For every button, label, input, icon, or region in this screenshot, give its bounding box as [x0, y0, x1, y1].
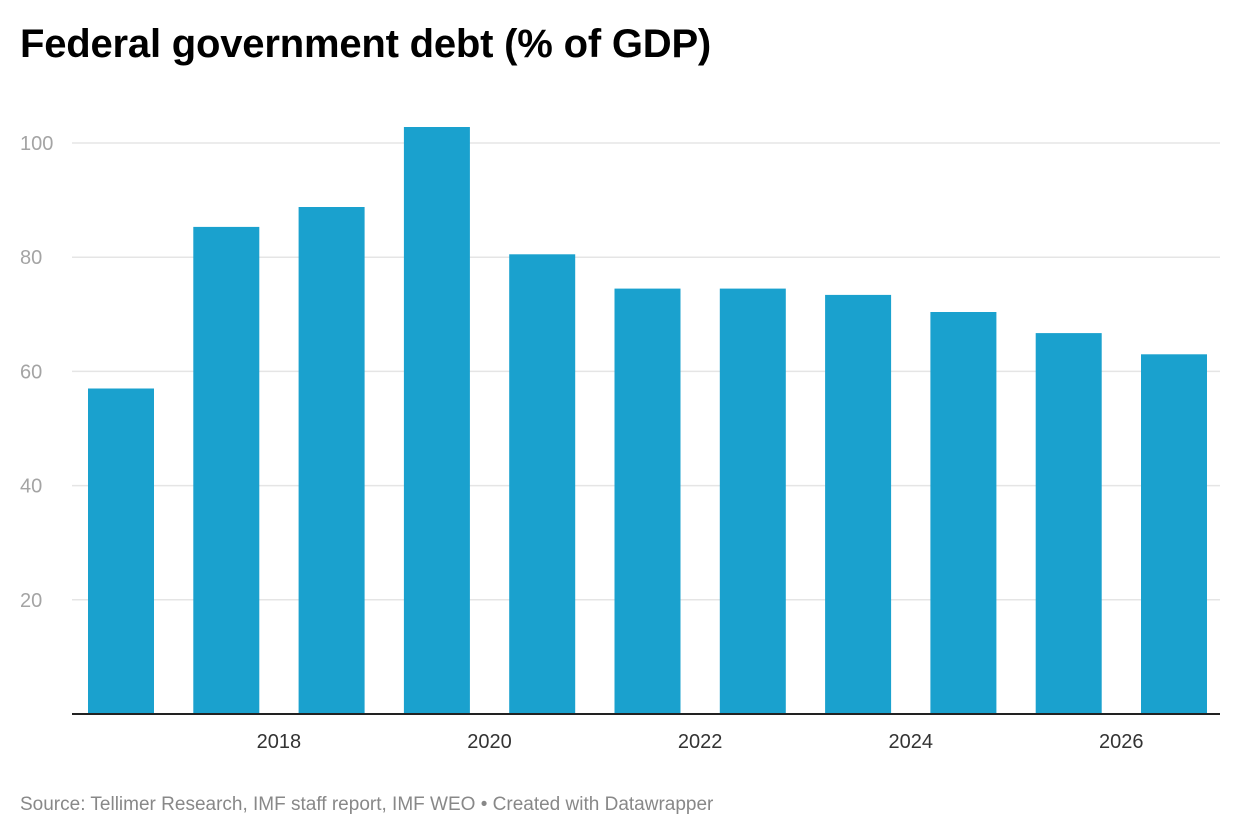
- y-tick-label: 60: [20, 361, 42, 383]
- bar-2023: [719, 288, 786, 714]
- bar-2020: [403, 127, 470, 714]
- x-tick-label: 2018: [257, 731, 302, 753]
- chart-footer: Source: Tellimer Research, IMF staff rep…: [20, 794, 713, 816]
- y-tick-label: 20: [20, 590, 42, 612]
- x-tick-label: 2022: [678, 731, 723, 753]
- source-label: Source:: [20, 794, 86, 815]
- bar-2026: [1035, 333, 1102, 714]
- bar-2021: [509, 254, 576, 715]
- bar-2027: [1141, 354, 1207, 714]
- y-axis-ticks: 20 40 60 80 100: [20, 133, 53, 612]
- bar-2019: [298, 207, 365, 714]
- x-axis-ticks: 2018 2020 2022 2024 2026: [257, 731, 1144, 753]
- bar-2024: [825, 294, 892, 714]
- chart-title: Federal government debt (% of GDP): [20, 22, 712, 66]
- credit-text: Created with Datawrapper: [492, 794, 714, 815]
- y-tick-label: 100: [20, 133, 53, 155]
- bar-2018: [193, 226, 260, 714]
- bar-2025: [930, 312, 997, 714]
- y-tick-label: 40: [20, 476, 42, 498]
- bar-chart: 20 40 60 80 100 2018 2020 2022 2024 2026: [20, 127, 1220, 753]
- footer-separator: •: [480, 794, 488, 815]
- bar-2017: [88, 388, 154, 714]
- y-tick-label: 80: [20, 247, 42, 269]
- bars: [88, 127, 1207, 715]
- bar-2022: [614, 288, 681, 714]
- x-tick-label: 2026: [1099, 731, 1144, 753]
- x-tick-label: 2020: [467, 731, 512, 753]
- x-tick-label: 2024: [889, 731, 934, 753]
- source-text: Tellimer Research, IMF staff report, IMF…: [90, 794, 476, 815]
